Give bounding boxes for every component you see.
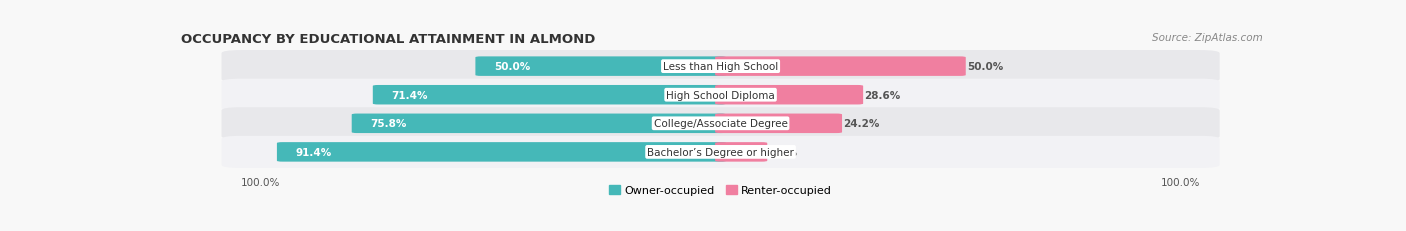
Text: Bachelor’s Degree or higher: Bachelor’s Degree or higher <box>647 147 794 157</box>
Text: 100.0%: 100.0% <box>242 177 281 187</box>
Text: 75.8%: 75.8% <box>370 119 406 129</box>
FancyBboxPatch shape <box>475 57 725 76</box>
Text: Source: ZipAtlas.com: Source: ZipAtlas.com <box>1153 33 1263 43</box>
Legend: Owner-occupied, Renter-occupied: Owner-occupied, Renter-occupied <box>605 181 837 200</box>
FancyBboxPatch shape <box>222 136 1219 168</box>
Text: College/Associate Degree: College/Associate Degree <box>654 119 787 129</box>
Text: High School Diploma: High School Diploma <box>666 90 775 100</box>
Text: 91.4%: 91.4% <box>295 147 332 157</box>
FancyBboxPatch shape <box>352 114 725 134</box>
Text: OCCUPANCY BY EDUCATIONAL ATTAINMENT IN ALMOND: OCCUPANCY BY EDUCATIONAL ATTAINMENT IN A… <box>181 33 596 46</box>
Text: 8.6%: 8.6% <box>768 147 797 157</box>
FancyBboxPatch shape <box>222 79 1219 111</box>
FancyBboxPatch shape <box>277 143 725 162</box>
FancyBboxPatch shape <box>716 86 863 105</box>
FancyBboxPatch shape <box>373 86 725 105</box>
FancyBboxPatch shape <box>716 143 768 162</box>
Text: 71.4%: 71.4% <box>391 90 427 100</box>
FancyBboxPatch shape <box>716 114 842 134</box>
FancyBboxPatch shape <box>716 57 966 76</box>
Text: 50.0%: 50.0% <box>494 62 530 72</box>
Text: 24.2%: 24.2% <box>844 119 880 129</box>
Text: 50.0%: 50.0% <box>967 62 1002 72</box>
Text: 100.0%: 100.0% <box>1160 177 1201 187</box>
FancyBboxPatch shape <box>222 108 1219 140</box>
Text: 28.6%: 28.6% <box>865 90 900 100</box>
Text: Less than High School: Less than High School <box>664 62 778 72</box>
FancyBboxPatch shape <box>222 51 1219 83</box>
